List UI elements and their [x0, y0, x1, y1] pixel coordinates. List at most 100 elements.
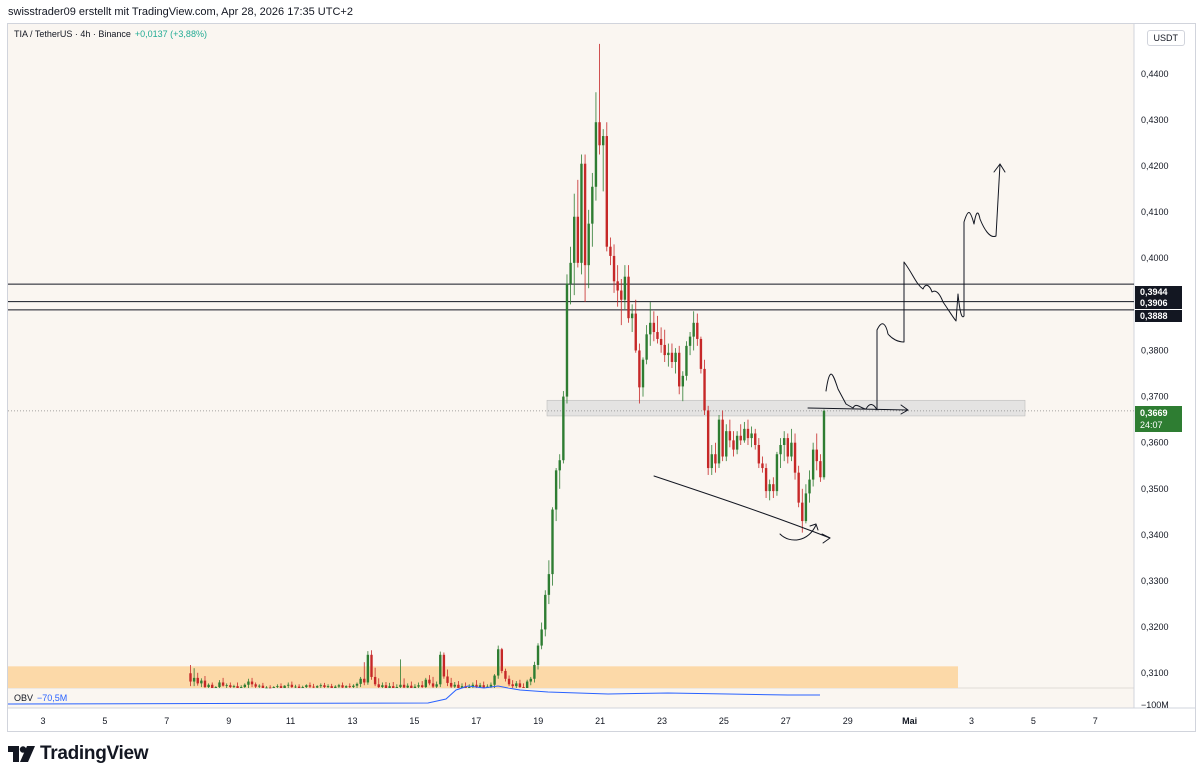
candle-body [515, 683, 518, 687]
candle-body [482, 685, 485, 688]
candle [554, 468, 558, 522]
candle [573, 193, 576, 296]
candle [214, 686, 218, 688]
candle-body [265, 687, 268, 689]
price-chart[interactable]: 0,44000,43000,42000,41000,40000,39000,38… [8, 24, 1195, 731]
candle-body [395, 687, 399, 688]
price-tag [1135, 286, 1182, 298]
candle-body [449, 682, 453, 687]
candle [801, 488, 804, 533]
candle [757, 438, 761, 469]
candle [482, 681, 485, 688]
annotation-projected-path [825, 163, 1001, 411]
candle [305, 684, 308, 688]
candle-body [761, 463, 764, 469]
candle [196, 672, 199, 686]
candle [460, 683, 464, 688]
candle-body [308, 685, 312, 687]
candle-body [294, 686, 297, 688]
candle-body [612, 255, 616, 282]
candle [388, 682, 391, 688]
x-tick-label: 15 [409, 716, 419, 726]
candle [811, 442, 815, 487]
candle-body [525, 681, 529, 688]
candle [254, 682, 257, 688]
y-tick-label: 0,3200 [1141, 622, 1169, 632]
candle [754, 428, 757, 450]
candle [229, 682, 232, 688]
candle-body [551, 509, 554, 575]
candle [616, 265, 619, 307]
annotation-projected-arrowhead [993, 163, 1006, 173]
candle [294, 684, 297, 688]
candle [714, 442, 717, 473]
candle-body [688, 336, 692, 346]
candle [515, 681, 518, 688]
candle [649, 302, 652, 346]
candle-body [768, 484, 771, 492]
candle-body [714, 454, 717, 464]
candle-body [772, 484, 775, 492]
candle-body [569, 262, 572, 284]
candle [739, 424, 742, 445]
candle-body [366, 654, 370, 683]
candle-body [330, 686, 333, 688]
candle [678, 345, 681, 395]
symbol-info[interactable]: TIA / TetherUS · 4h · Binance +0,0137 (+3… [14, 29, 207, 39]
candle [265, 686, 268, 689]
candle [453, 682, 456, 688]
candle [239, 685, 243, 688]
candle-body [576, 216, 580, 263]
support-zone [8, 666, 958, 688]
candle [761, 456, 764, 473]
candle-body [468, 687, 471, 688]
candle-body [203, 680, 207, 688]
candle [236, 682, 239, 688]
candle [786, 433, 789, 464]
candle-body [236, 686, 239, 688]
candle-body [428, 679, 431, 684]
candle-body [290, 684, 294, 688]
candle-body [529, 678, 532, 682]
footer-brand[interactable]: TradingView [8, 742, 149, 766]
symbol-change: +0,0137 (+3,88%) [134, 29, 207, 39]
y-tick-label: 0,4300 [1141, 115, 1169, 125]
candle-body [565, 283, 569, 397]
candle-body [522, 687, 525, 688]
candle [764, 463, 768, 499]
candle [370, 650, 373, 680]
candle [591, 172, 594, 247]
candle [413, 684, 417, 688]
x-tick-label: 29 [843, 716, 853, 726]
candle-body [822, 410, 826, 478]
candle [634, 299, 637, 353]
candle-body [609, 246, 612, 256]
candle [743, 421, 746, 443]
candle-body [305, 685, 308, 688]
candle-body [326, 686, 330, 688]
candle [819, 454, 822, 482]
candle [562, 391, 565, 464]
candle-body [801, 502, 804, 522]
x-tick-label: 11 [286, 716, 295, 726]
candle-body [229, 685, 232, 688]
candle [645, 325, 648, 365]
candle [319, 683, 323, 688]
candle-body [406, 685, 409, 688]
candle [402, 678, 406, 688]
candle [735, 431, 739, 455]
candle-body [352, 685, 355, 688]
candle-body [627, 276, 630, 319]
currency-badge[interactable]: USDT [1146, 30, 1185, 46]
candle-body [703, 368, 706, 411]
candle [428, 675, 431, 686]
obv-legend[interactable]: OBV −70,5M [14, 693, 67, 703]
candle-body [710, 454, 713, 469]
candle-body [775, 454, 779, 492]
candle [609, 237, 612, 266]
candle [250, 677, 254, 688]
candle [323, 682, 326, 688]
candle-body [435, 684, 438, 687]
candle-body [453, 684, 456, 687]
candle-body [696, 322, 699, 339]
